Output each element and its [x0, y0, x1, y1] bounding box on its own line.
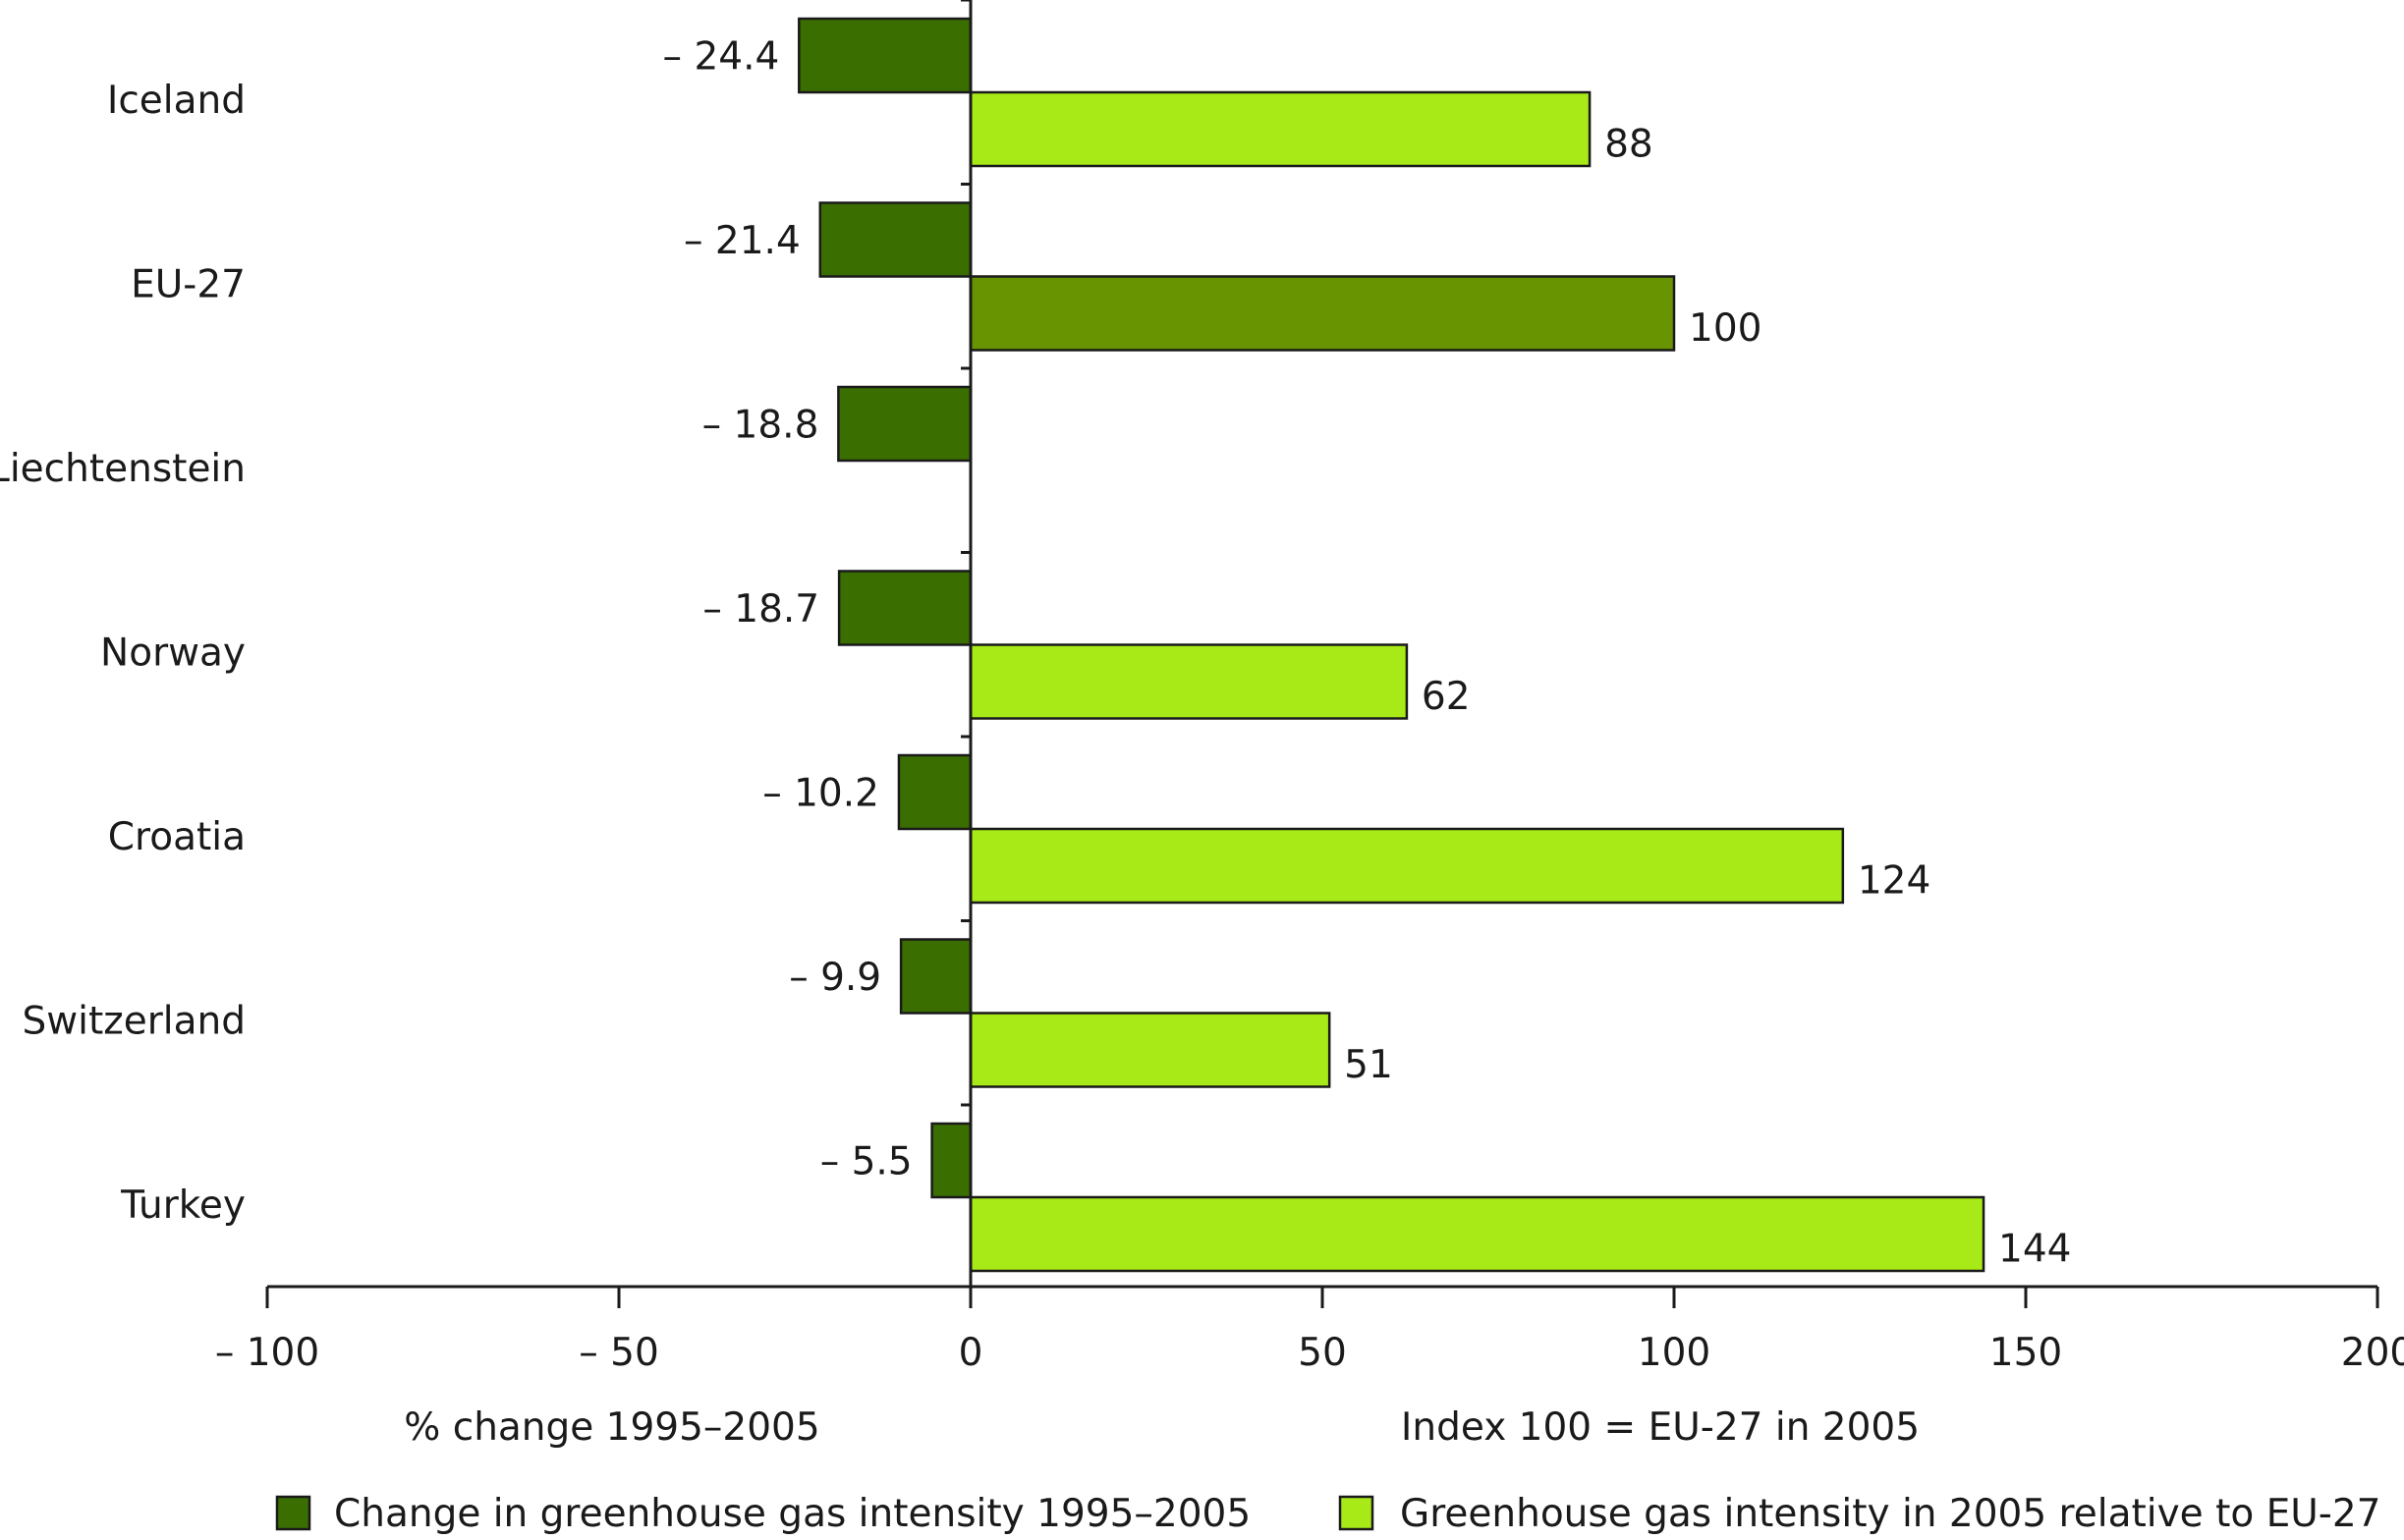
- x-tick-label: 50: [1298, 1331, 1347, 1375]
- bar-intensity: [969, 1012, 1331, 1088]
- bar-change: [798, 17, 973, 94]
- data-label-change: – 9.9: [789, 956, 881, 1000]
- bar-change: [897, 753, 973, 831]
- legend-label-intensity: Greenhouse gas intensity in 2005 relativ…: [1400, 1492, 2381, 1535]
- data-label-change: – 18.7: [702, 587, 819, 632]
- data-label-intensity: 144: [1998, 1228, 2071, 1272]
- data-label-change: – 24.4: [663, 35, 780, 80]
- legend-label-change: Change in greenhouse gas intensity 1995–…: [334, 1492, 1251, 1535]
- x-axis: – 100 – 50 0 50 100 150 200: [215, 0, 2404, 1375]
- data-label-intensity: 51: [1344, 1043, 1393, 1087]
- x-tick-label: 200: [2341, 1331, 2404, 1375]
- data-label-change: – 21.4: [684, 219, 801, 263]
- category-label: Turkey: [120, 1183, 246, 1228]
- category-label: Norway: [100, 632, 246, 676]
- x-tick-label: 150: [1989, 1331, 2062, 1375]
- data-label-intensity: 88: [1604, 123, 1653, 167]
- bar-change: [837, 385, 973, 463]
- x-tick-label: 100: [1638, 1331, 1710, 1375]
- labels-layer: Iceland – 24.4 88 EU-27 – 21.4 100 Liechtenste…: [0, 0, 2071, 1272]
- data-label-intensity: 100: [1689, 306, 1761, 351]
- data-label-intensity: 124: [1858, 859, 1930, 904]
- category-label: EU-27: [131, 263, 246, 307]
- bars-layer: [798, 17, 1985, 1273]
- legend-swatch-change: [275, 1495, 311, 1531]
- data-label-change: – 5.5: [820, 1140, 913, 1184]
- x-axis-caption-right: Index 100 = EU-27 in 2005: [1401, 1405, 1920, 1450]
- x-tick-label: – 100: [215, 1331, 319, 1375]
- x-axis-caption-left: % change 1995–2005: [404, 1405, 819, 1450]
- bar-intensity: [969, 643, 1409, 720]
- data-label-change: – 18.8: [702, 404, 819, 448]
- category-label: Iceland: [107, 79, 246, 123]
- data-label-change: – 10.2: [762, 772, 879, 816]
- x-tick-label: – 50: [579, 1331, 659, 1375]
- bar-intensity: [969, 275, 1676, 352]
- legend: Change in greenhouse gas intensity 1995–…: [275, 1492, 2381, 1536]
- category-label: Croatia: [108, 815, 246, 859]
- bar-change: [930, 1122, 973, 1199]
- bar-intensity: [969, 1195, 1985, 1273]
- category-label: Switzerland: [23, 1000, 247, 1044]
- data-label-intensity: 62: [1422, 675, 1471, 719]
- bar-change: [818, 201, 973, 278]
- bar-change: [837, 570, 973, 646]
- legend-swatch-intensity: [1338, 1495, 1374, 1531]
- bar-intensity: [969, 90, 1592, 168]
- bar-intensity: [969, 827, 1845, 905]
- x-tick-label: 0: [959, 1331, 983, 1375]
- category-label: Liechtenstein: [0, 447, 246, 491]
- bar-change: [899, 938, 973, 1015]
